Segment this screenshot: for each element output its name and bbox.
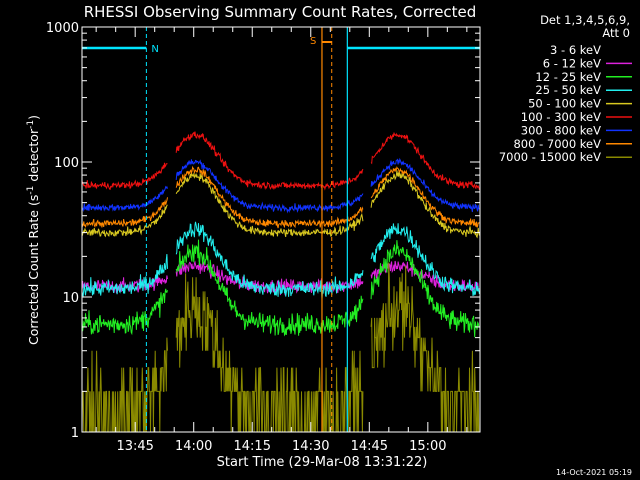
plot-frame	[81, 26, 481, 433]
legend-label-3: 25 - 50 keV	[535, 83, 601, 97]
legend-label-4: 50 - 100 keV	[528, 97, 601, 111]
legend-label-6: 300 - 800 keV	[521, 123, 601, 137]
x-tick-label-0: 13:45	[116, 439, 153, 454]
y-axis-label: Corrected Count Rate (s-1 detector-1)	[26, 115, 41, 345]
y-tick-label-1: 10	[62, 291, 79, 306]
chart-title: RHESSI Observing Summary Count Rates, Co…	[84, 3, 477, 21]
y-axis-label-sup2: -1	[26, 120, 36, 129]
x-axis-ticks: 13:45 14:00 14:15 14:30 14:45 15:00	[95, 27, 468, 454]
legend-label-2: 12 - 25 keV	[535, 70, 601, 84]
night-label: N	[151, 44, 158, 55]
legend-label-5: 100 - 300 keV	[521, 110, 601, 124]
y-axis-label-sup1: -1	[26, 186, 36, 195]
legend-label-0: 3 - 6 keV	[550, 43, 601, 57]
y-tick-label-2: 100	[54, 156, 79, 171]
series-line-6	[82, 157, 480, 214]
legend-header-detectors: Det 1,3,4,5,6,9,	[540, 13, 630, 27]
legend-header-attenuator: Att 0	[602, 26, 630, 40]
legend-label-8: 7000 - 15000 keV	[499, 150, 601, 164]
x-tick-label-2: 14:15	[234, 439, 271, 454]
y-tick-label-0: 1	[71, 426, 79, 441]
x-axis-label: Start Time (29-Mar-08 13:31:22)	[217, 455, 428, 470]
footer-timestamp: 14-Oct-2021 05:19	[556, 468, 632, 477]
series-line-4	[82, 170, 480, 239]
saa-label: S	[310, 36, 316, 47]
y-tick-label-3: 1000	[46, 21, 79, 36]
legend-label-1: 6 - 12 keV	[543, 56, 601, 70]
series-line-7	[82, 165, 480, 229]
x-tick-label-4: 14:45	[351, 439, 388, 454]
y-axis-ticks: 1 10 100 1000	[46, 21, 480, 441]
event-markers: NS	[82, 27, 480, 432]
x-tick-label-1: 14:00	[175, 439, 212, 454]
axes	[81, 26, 481, 433]
y-axis-label-end: )	[26, 115, 41, 120]
y-axis-label-main: Corrected Count Rate (s	[26, 195, 41, 345]
x-tick-label-3: 14:30	[292, 439, 329, 454]
series-line-8	[82, 262, 480, 432]
y-axis-label-mid: detector	[26, 128, 41, 186]
x-tick-label-5: 15:00	[409, 439, 446, 454]
legend-label-7: 800 - 7000 keV	[513, 137, 601, 151]
